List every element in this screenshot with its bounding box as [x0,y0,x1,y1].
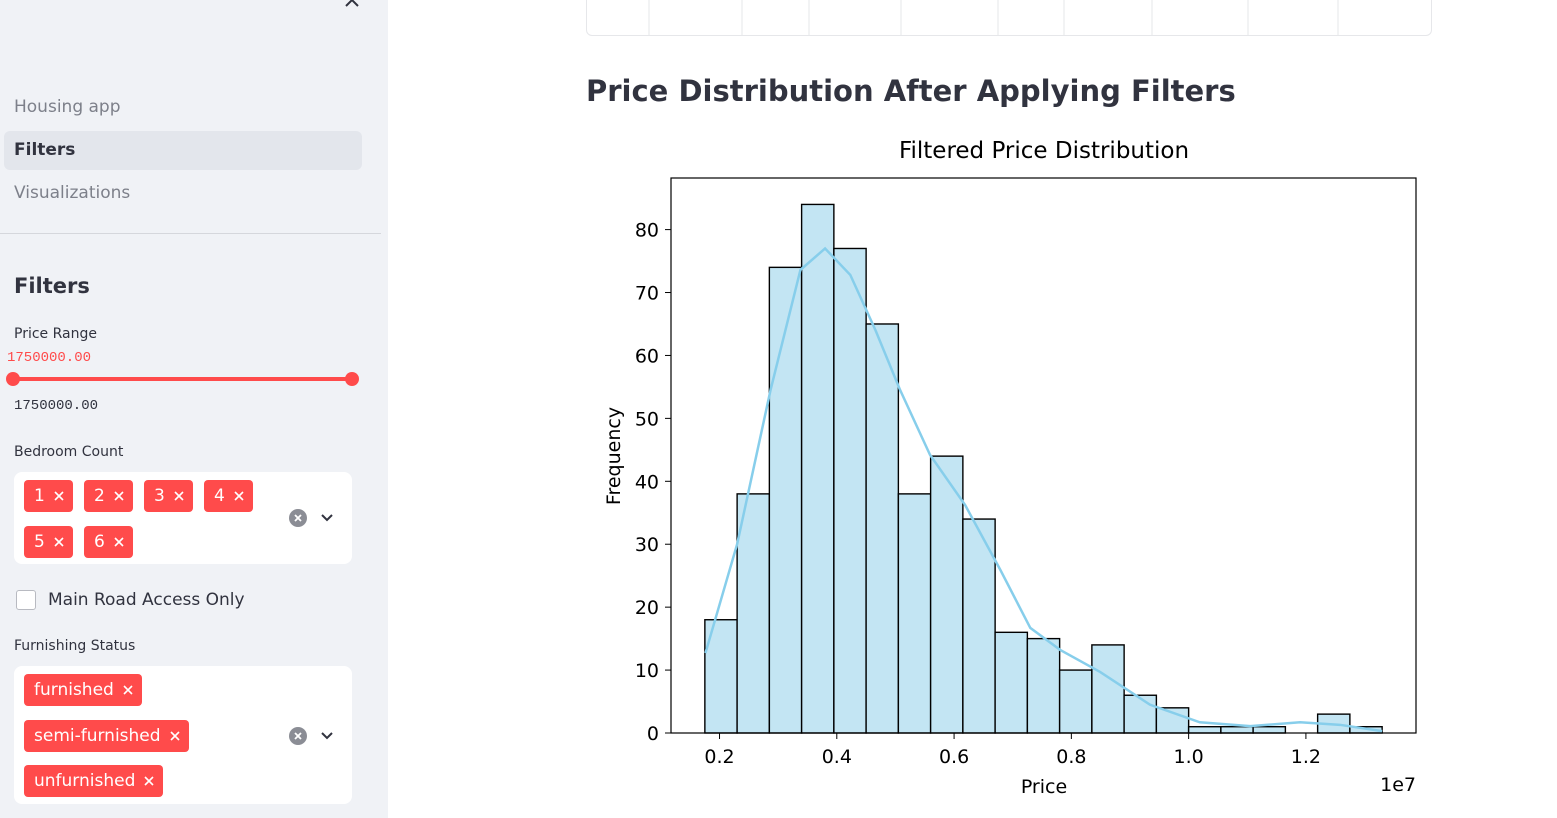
y-tick-label: 80 [635,220,659,242]
slider-track [13,377,352,381]
chip-remove[interactable] [234,491,244,501]
chip[interactable]: 2 [84,480,133,512]
bar [865,323,900,734]
section-heading: Price Distribution After Applying Filter… [586,74,1236,108]
chip-label: semi-furnished [34,726,161,746]
x-axis-label: Price [1021,776,1067,798]
y-tick-label: 10 [635,660,659,682]
chip[interactable]: 4 [204,480,253,512]
chart: Filtered Price Distribution Price Freque… [603,138,1417,798]
bar [1252,726,1287,734]
x-tick-label: 0.2 [704,746,734,768]
bar [1091,644,1125,734]
chip[interactable]: 6 [84,526,133,558]
chip-label: 4 [214,486,225,506]
plot-frame [670,177,1417,734]
multiselect-label: Bedroom Count [14,444,124,460]
bar [736,493,771,734]
y-tick-label: 0 [647,723,659,745]
multiselect-controls[interactable] [288,508,338,528]
table-remnant [586,0,1432,36]
active-nav-bg [4,131,362,170]
multiselect[interactable]: 1 2 3 4 5 6 [14,472,352,564]
y-tick-label: 30 [635,534,659,556]
checkbox-label[interactable]: Main Road Access Only [48,590,245,610]
checkbox[interactable] [16,590,36,610]
chip-remove[interactable] [114,491,124,501]
y-tick-label: 20 [635,597,659,619]
slider-label: Price Range [14,326,97,342]
y-axis-label: Frequency [603,407,625,505]
close-button[interactable] [344,0,360,8]
x-tick-label: 1.0 [1174,746,1204,768]
chip-remove[interactable] [169,731,180,741]
chip-remove[interactable] [54,537,64,547]
sidebar: Housing app Filters Visualizations Filte… [0,0,388,818]
chip[interactable]: furnished [24,674,142,706]
chip[interactable]: semi-furnished [24,720,189,752]
bar [1123,694,1158,734]
x-tick-label: 0.4 [822,746,852,768]
x-tick-label: 1.2 [1291,746,1321,768]
chip[interactable]: 5 [24,526,73,558]
chip-remove[interactable] [144,776,154,786]
chip[interactable]: 3 [144,480,193,512]
table-grid [648,0,1339,35]
multiselect-label: Furnishing Status [14,638,136,654]
y-tick-label: 50 [635,408,659,430]
x-tick-label: 0.8 [1056,746,1086,768]
bar [1187,726,1222,734]
slider-bound: 1750000.00 [14,398,99,414]
bar [994,631,1029,734]
bar [897,493,932,734]
chip-label: furnished [34,680,114,700]
chip-label: 5 [34,532,45,552]
x-tick-label: 0.6 [939,746,969,768]
bar [929,455,964,734]
chip-label: 6 [94,532,105,552]
sidebar-heading: Filters [14,274,90,298]
kde-line [704,246,1383,733]
bar [1220,726,1254,734]
divider [0,233,381,234]
chip-label: unfurnished [34,771,136,791]
slider-handle[interactable] [6,372,20,386]
x-offset-label: 1e7 [1380,774,1416,796]
bar [768,266,803,734]
y-tick-label: 60 [635,345,659,367]
bar [1058,669,1093,734]
chip[interactable]: 1 [24,480,73,512]
nav-link[interactable]: Housing app [14,97,121,117]
bar [1026,637,1061,734]
y-tick-label: 70 [635,283,659,305]
chip-label: 1 [34,486,45,506]
chip-remove[interactable] [114,537,124,547]
bar [800,203,835,734]
chip-label: 2 [94,486,105,506]
nav-link[interactable]: Filters [14,140,76,160]
chip-remove[interactable] [174,491,184,501]
multiselect-controls[interactable] [288,726,338,746]
chip[interactable]: unfurnished [24,765,164,797]
nav-link[interactable]: Visualizations [14,183,131,203]
chart-title: Filtered Price Distribution [899,138,1189,164]
slider-handle[interactable] [345,372,359,386]
chip-label: 3 [154,486,165,506]
bar [833,247,867,734]
multiselect[interactable]: furnished semi-furnished unfurnished [14,666,352,804]
y-tick-label: 40 [635,471,659,493]
slider-value: 1750000.00 [7,350,92,366]
chip-remove[interactable] [54,491,64,501]
chip-remove[interactable] [123,685,133,695]
